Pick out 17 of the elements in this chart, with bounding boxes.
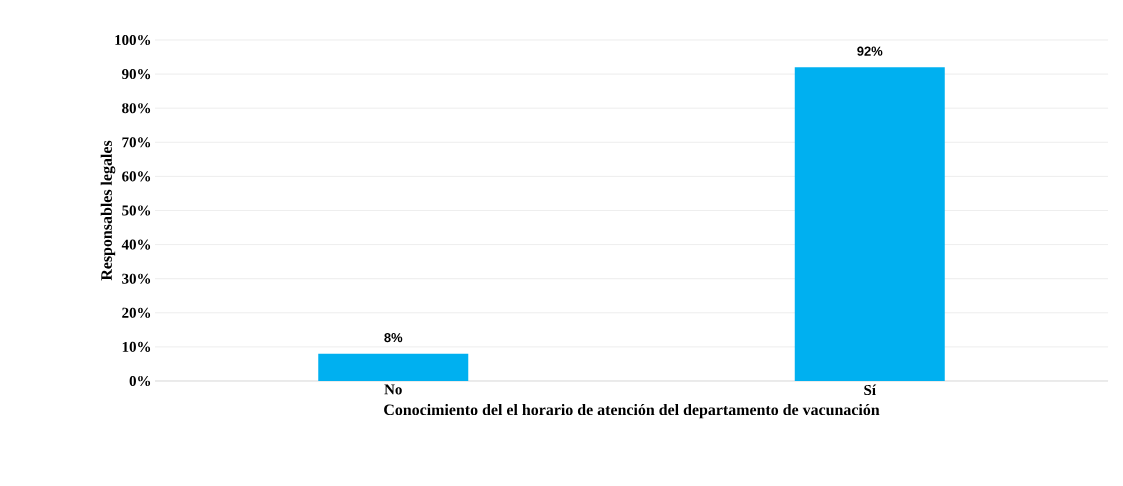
y-tick-label: 60% <box>122 171 151 182</box>
y-tick-label: 100% <box>115 34 151 46</box>
y-tick-label: 10% <box>122 341 151 352</box>
y-tick-label: 30% <box>122 273 151 284</box>
y-axis-title: Responsables legales <box>100 140 116 281</box>
x-tick-label: Sí <box>864 384 877 396</box>
y-tick-label: 50% <box>122 205 151 216</box>
y-tick-label: 70% <box>122 137 151 148</box>
data-label: 8% <box>384 333 403 343</box>
y-tick-label: 80% <box>122 103 151 114</box>
y-tick-label: 40% <box>121 239 151 250</box>
y-tick-label: 20% <box>122 307 151 318</box>
y-tick-label: 90% <box>122 69 151 80</box>
y-tick-label: 0% <box>129 375 151 387</box>
x-axis-title: Conocimiento del el horario de atención del departamento de vacunación <box>384 403 880 419</box>
x-tick-label: No <box>384 384 402 395</box>
data-label: 92% <box>857 46 883 56</box>
